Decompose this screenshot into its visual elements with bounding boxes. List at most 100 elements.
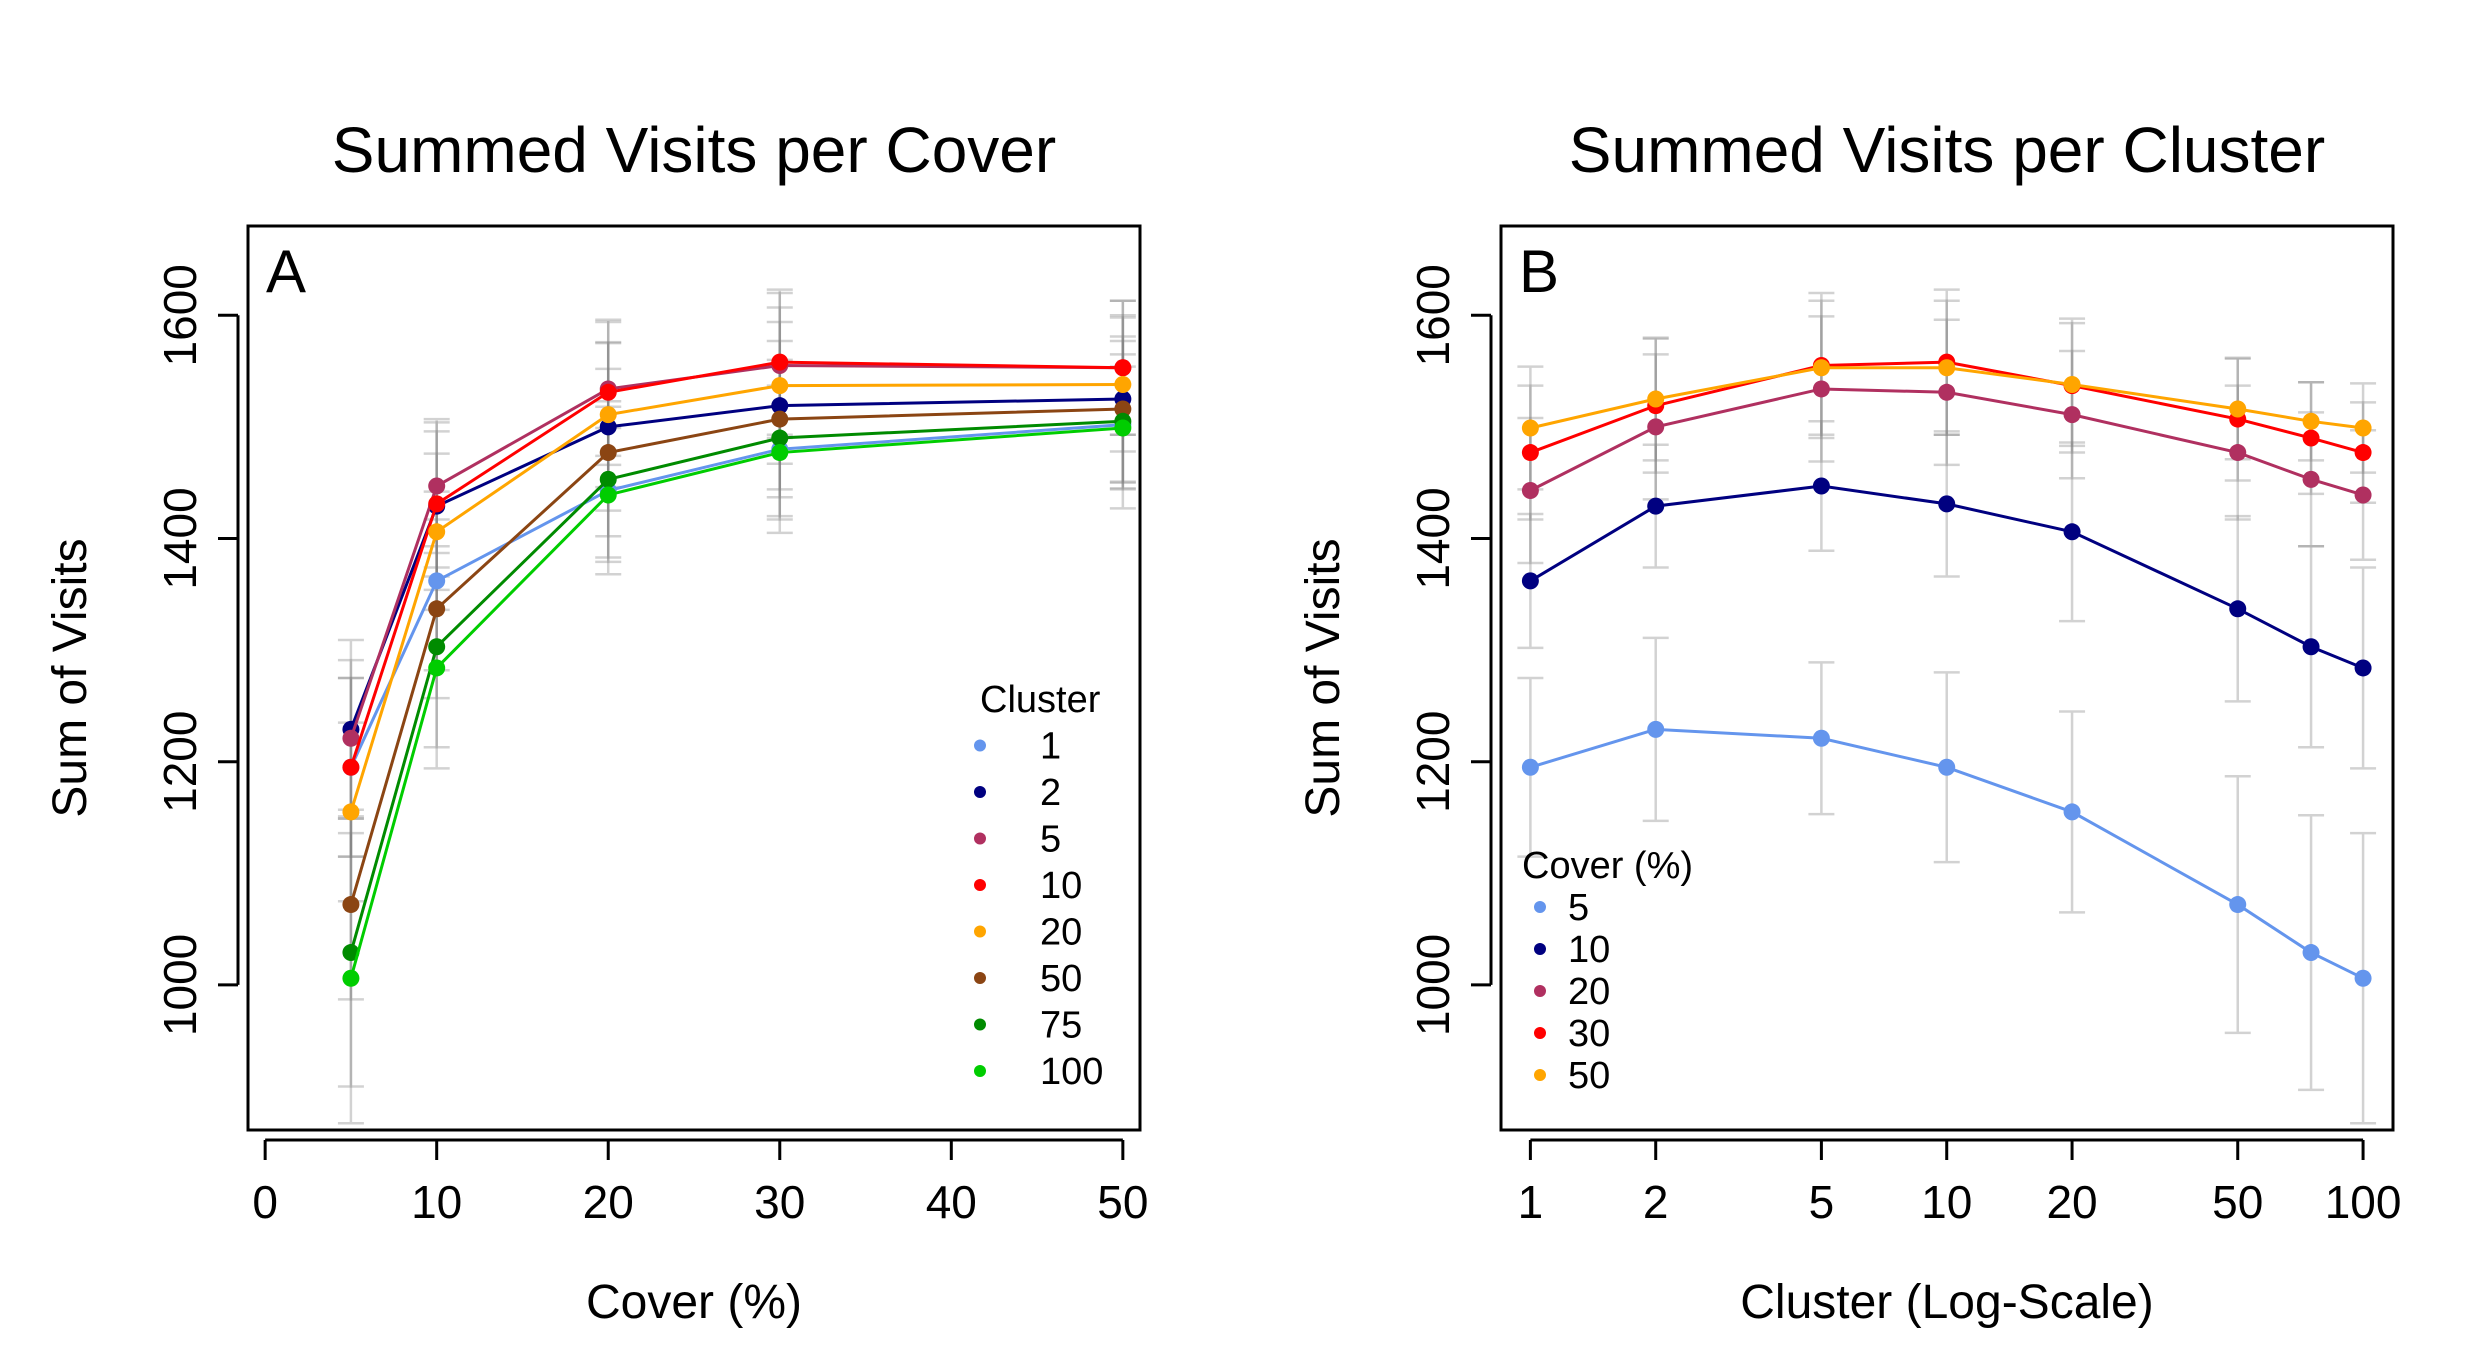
legend-label: 50	[1040, 958, 1082, 1000]
legend-item: 2	[974, 772, 1061, 814]
data-point	[599, 383, 617, 401]
legend-marker	[974, 1018, 986, 1031]
data-point	[428, 495, 446, 513]
data-point	[1521, 444, 1539, 462]
data-point	[428, 477, 446, 495]
plot-frame	[246, 224, 1142, 1132]
error-bars	[1517, 288, 2377, 1125]
legend-item: 20	[974, 912, 1082, 954]
y-tick-label: 1200	[154, 711, 206, 813]
data-point	[2229, 400, 2247, 418]
legend-label: 50	[1568, 1055, 1610, 1097]
legend-item: 50	[974, 958, 1082, 1000]
series-50	[1521, 359, 2372, 437]
legend-label: 20	[1568, 971, 1610, 1013]
data-point	[599, 444, 617, 462]
data-point	[2302, 470, 2320, 488]
chart-title: Summed Visits per Cover	[332, 114, 1056, 186]
legend-marker	[974, 739, 986, 752]
panel-letter: B	[1519, 238, 1559, 305]
y-tick-label: 1400	[154, 487, 206, 589]
data-point	[771, 410, 789, 428]
data-point	[1812, 359, 1830, 377]
legend-title: Cover (%)	[1522, 845, 1693, 887]
x-tick-label: 10	[411, 1176, 462, 1228]
y-axis-label: Sum of Visits	[1297, 538, 1350, 817]
data-point	[771, 377, 789, 395]
data-point	[2302, 412, 2320, 430]
data-point	[1521, 419, 1539, 437]
data-point	[1938, 758, 1956, 776]
data-point	[1812, 729, 1830, 747]
legend-item: 5	[1534, 887, 1589, 929]
data-point	[1114, 419, 1132, 437]
series-5	[1521, 720, 2372, 987]
data-point	[342, 803, 360, 821]
data-point	[2354, 659, 2372, 677]
data-point	[342, 969, 360, 987]
data-point	[2302, 944, 2320, 962]
data-point	[428, 523, 446, 541]
legend-item: 75	[974, 1005, 1082, 1047]
data-point	[1647, 418, 1665, 436]
x-axis: 1 2 5 10 20 50 100 Cluster (Log-Scale)	[1518, 1138, 2401, 1329]
data-point	[2063, 523, 2081, 541]
data-point	[1647, 390, 1665, 408]
data-point	[599, 406, 617, 424]
data-point	[1938, 495, 1956, 513]
series-line	[1529, 484, 2364, 670]
legend-label: 75	[1040, 1005, 1082, 1047]
legend-marker	[974, 879, 986, 891]
legend-marker	[974, 1065, 986, 1077]
legend-title: Cluster	[980, 679, 1101, 721]
data-point	[599, 418, 617, 436]
legend-item: 20	[1534, 971, 1610, 1013]
y-tick-label: 1600	[154, 264, 206, 366]
legend-item: 1	[974, 726, 1061, 768]
x-axis-label: Cluster (Log-Scale)	[1740, 1276, 2153, 1329]
data-point	[1938, 359, 1956, 377]
legend-marker	[1534, 985, 1546, 997]
data-point	[2063, 375, 2081, 393]
data-point	[342, 729, 360, 747]
series-20	[1521, 380, 2372, 504]
data-point	[771, 429, 789, 447]
data-point	[1812, 477, 1830, 495]
data-point	[2354, 419, 2372, 437]
legend-marker	[1534, 1069, 1546, 1081]
data-point	[2229, 600, 2247, 618]
panel-a: Summed Visits per Cover A 0 10 20 30 40 50 Cover…	[44, 114, 1148, 1329]
panel-letter: A	[266, 238, 306, 305]
data-point	[428, 659, 446, 677]
series-line	[1530, 366, 2364, 430]
x-axis: 0 10 20 30 40 50 Cover (%)	[252, 1138, 1148, 1329]
data-point	[1114, 400, 1132, 418]
x-tick-label: 0	[252, 1176, 278, 1228]
data-point	[1938, 383, 1956, 401]
legend-label: 2	[1040, 772, 1061, 814]
data-point	[2063, 406, 2081, 424]
series-10	[342, 353, 1132, 776]
data-point	[2229, 444, 2247, 462]
legend-label: 20	[1040, 912, 1082, 954]
legend-label: 30	[1568, 1013, 1610, 1055]
legend-label: 5	[1568, 887, 1589, 929]
x-tick-label: 2	[1643, 1176, 1669, 1228]
legend-label: 1	[1040, 726, 1061, 768]
legend-label: 5	[1040, 819, 1061, 861]
data-point	[1521, 758, 1539, 776]
legend-marker	[1534, 1027, 1546, 1039]
series-10	[1521, 477, 2372, 677]
x-tick-label: 10	[1921, 1176, 1972, 1228]
legend-label: 10	[1568, 929, 1610, 971]
x-tick-label: 50	[1097, 1176, 1148, 1228]
series-50	[342, 400, 1132, 914]
chart-title: Summed Visits per Cluster	[1569, 114, 2325, 186]
data-point	[599, 470, 617, 488]
y-tick-label: 1400	[1407, 487, 1459, 589]
x-tick-label: 30	[754, 1176, 805, 1228]
data-point	[428, 638, 446, 656]
